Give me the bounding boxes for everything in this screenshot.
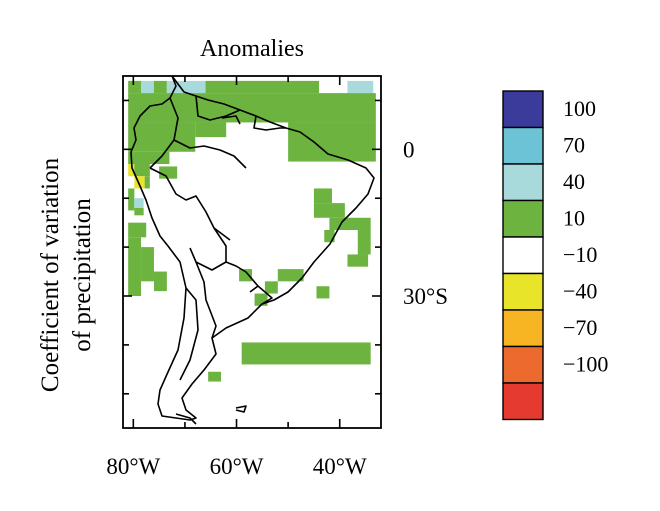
coastline xyxy=(130,76,375,425)
legend-swatch xyxy=(502,309,544,348)
y-tick-label: 0 xyxy=(403,137,415,162)
anomaly-cell xyxy=(195,122,227,138)
anomaly-cell xyxy=(141,247,154,282)
border-uruguay xyxy=(257,285,273,305)
anomaly-cell xyxy=(241,342,371,365)
legend-label: −40 xyxy=(563,279,597,304)
border-chile xyxy=(179,287,199,381)
x-tick-label: 40°W xyxy=(313,454,367,479)
figure-title: Anomalies xyxy=(200,36,304,62)
anomaly-cell xyxy=(316,286,330,299)
anomaly-cell xyxy=(153,80,167,94)
border-paraguay xyxy=(225,261,259,293)
map-panel: 80°W 60°W 40°W 0 30°S xyxy=(106,75,448,479)
legend-swatch xyxy=(502,345,544,384)
continent-outline xyxy=(130,76,375,421)
x-tick-label: 80°W xyxy=(106,454,160,479)
anomaly-cell xyxy=(347,254,369,267)
anomaly-cell xyxy=(144,176,150,189)
anomaly-cell xyxy=(313,203,345,218)
anomaly-cell xyxy=(239,269,252,282)
legend-swatch xyxy=(502,272,544,311)
anomaly-grid xyxy=(128,80,376,382)
tierra-del-fuego xyxy=(175,413,197,425)
axis-ticks: 80°W 60°W 40°W 0 30°S xyxy=(106,76,448,479)
anomaly-cell xyxy=(134,198,144,208)
anomaly-cell xyxy=(128,80,142,94)
legend-label: −100 xyxy=(563,352,608,377)
anomaly-cell xyxy=(128,151,170,164)
anomaly-cell xyxy=(166,80,180,94)
anomaly-cell xyxy=(208,371,222,382)
y-axis-label: Coefficient of variation of precipitatio… xyxy=(37,157,96,392)
anomaly-cell xyxy=(141,80,154,94)
anomaly-cell xyxy=(134,176,145,189)
x-tick-label: 60°W xyxy=(210,454,264,479)
anomaly-cell xyxy=(357,230,371,255)
anomaly-cell xyxy=(134,208,144,216)
anomaly-cell xyxy=(128,164,135,177)
y-tick-label: 30°S xyxy=(403,284,448,309)
anomaly-cell xyxy=(264,281,278,294)
y-axis-label-line1: Coefficient of variation xyxy=(37,157,64,392)
border-argentina xyxy=(195,261,217,339)
legend-label: 70 xyxy=(563,133,585,158)
border-venezuela xyxy=(195,95,241,121)
legend-label: 40 xyxy=(563,169,585,194)
anomaly-cell xyxy=(128,237,142,296)
map-frame xyxy=(122,75,382,429)
legend-label: −10 xyxy=(563,242,597,267)
legend: 100 70 40 10 −10 −40 −70 −100 xyxy=(502,90,608,421)
anomaly-cell xyxy=(313,188,332,204)
anomaly-cell xyxy=(128,122,196,152)
anomaly-cell xyxy=(159,166,178,179)
legend-swatch xyxy=(502,199,544,238)
anomaly-cell xyxy=(347,80,374,94)
legend-label: 10 xyxy=(563,206,585,231)
legend-swatch xyxy=(502,382,544,421)
anomaly-cell xyxy=(128,93,376,123)
anomaly-cell xyxy=(128,222,147,238)
y-axis-label-line2: of precipitation xyxy=(69,198,96,352)
legend-label: −70 xyxy=(563,315,597,340)
falklands xyxy=(235,405,247,413)
anomaly-cell xyxy=(205,80,320,94)
anomaly-cell xyxy=(128,188,135,211)
anomaly-cell xyxy=(329,217,371,230)
border-brazil-interior xyxy=(173,139,247,169)
border-bolivia xyxy=(189,227,227,271)
legend-swatch xyxy=(502,126,544,165)
anomaly-cell xyxy=(324,230,335,243)
legend-swatch xyxy=(502,236,544,275)
border-peru-brazil xyxy=(149,167,231,241)
border-guianas xyxy=(253,115,286,131)
legend-swatch xyxy=(502,90,544,129)
island-caribbean xyxy=(221,115,241,125)
anomaly-cell xyxy=(153,271,167,292)
anomaly-cell xyxy=(277,269,304,282)
anomaly-cell xyxy=(134,164,150,177)
legend-label: 100 xyxy=(563,96,596,121)
anomaly-cell xyxy=(179,80,206,94)
legend-swatch xyxy=(502,163,544,202)
